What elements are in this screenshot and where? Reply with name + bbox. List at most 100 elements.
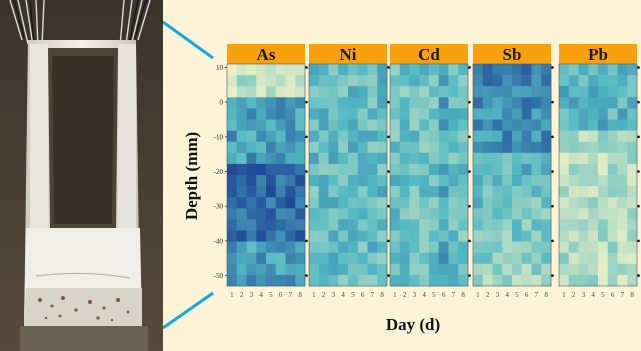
heatmap-cell	[328, 175, 339, 187]
heatmap-cell	[512, 252, 523, 265]
heatmap-cell	[256, 219, 267, 231]
heatmap-cell	[348, 208, 359, 220]
heatmap-cell	[399, 130, 410, 142]
heatmap-cell	[578, 119, 589, 131]
heatmap-cell	[541, 64, 552, 76]
heatmap-cell	[227, 274, 238, 287]
heatmap-cell	[390, 230, 401, 242]
x-tick-label: 3	[413, 291, 417, 299]
heatmap-cell	[531, 152, 542, 165]
heatmap-cell	[512, 208, 523, 220]
heatmap-cell	[482, 230, 493, 242]
heatmap-cell	[568, 119, 579, 131]
heatmap-cell	[448, 141, 459, 154]
heatmap-cell	[568, 230, 579, 242]
heatmap-cell	[578, 86, 589, 98]
heatmap-cell	[246, 186, 257, 198]
heatmap-cell	[438, 186, 449, 198]
heatmap-cell	[627, 75, 638, 87]
heatmap-cell	[348, 119, 359, 131]
heatmap-cell	[541, 197, 552, 209]
heatmap-cell	[429, 141, 440, 154]
heatmap-cell	[285, 219, 296, 231]
heatmap-cell	[399, 175, 410, 187]
heatmap-cell	[531, 208, 542, 220]
heatmap-cell	[473, 75, 484, 87]
heatmap-cell	[256, 241, 267, 253]
heatmap-cell	[482, 141, 493, 154]
heatmap-cell	[521, 197, 532, 209]
heatmap-cell	[531, 163, 542, 176]
heatmap-cell	[559, 219, 570, 231]
heatmap-cell	[227, 152, 238, 165]
heatmap-cell	[266, 163, 277, 176]
heatmap-cell	[275, 130, 286, 142]
heatmap-cell	[458, 241, 469, 253]
heatmap-cell	[617, 274, 628, 287]
heatmap-cell	[438, 163, 449, 176]
heatmap-cell	[482, 108, 493, 120]
heatmap-cell	[309, 108, 320, 120]
heatmap-cell	[357, 75, 368, 87]
heatmap-cell	[438, 252, 449, 265]
heatmap-cell	[588, 219, 599, 231]
x-tick-label: 5	[351, 291, 355, 299]
heatmap-cell	[338, 108, 349, 120]
y-tick-label: -10	[214, 133, 224, 141]
heatmap-cell	[227, 119, 238, 131]
heatmap-cell	[285, 108, 296, 120]
heatmap-cell	[559, 64, 570, 76]
heatmap-cell	[256, 86, 267, 98]
heatmap-cell	[377, 197, 388, 209]
heatmap-cell	[285, 197, 296, 209]
panel-title: As	[257, 45, 276, 64]
x-tick-label: 7	[289, 291, 293, 299]
heatmap-cell	[617, 119, 628, 131]
heatmap-cell	[399, 86, 410, 98]
heatmap-cell	[246, 263, 257, 276]
heatmap-cell	[492, 230, 503, 242]
heatmap-cell	[627, 208, 638, 220]
heatmap-cell	[429, 186, 440, 198]
heatmap-cell	[266, 97, 277, 109]
panel-title: Ni	[340, 45, 357, 64]
heatmap-cell	[367, 108, 378, 120]
heatmap-cell	[568, 108, 579, 120]
heatmap-cell	[419, 119, 430, 131]
heatmap-cell	[588, 186, 599, 198]
heatmap-cell	[328, 119, 339, 131]
panel-tick-dot	[468, 239, 471, 243]
heatmap-cell	[578, 208, 589, 220]
heatmap-cell	[617, 230, 628, 242]
heatmap-cell	[285, 64, 296, 76]
heatmap-cell	[578, 274, 589, 287]
heatmap-cell	[502, 274, 513, 287]
x-tick-label: 5	[432, 291, 436, 299]
heatmap-cell	[390, 241, 401, 253]
heatmap-cell	[617, 97, 628, 109]
panel-title: Pb	[588, 45, 608, 64]
heatmap-cell	[448, 252, 459, 265]
heatmap-cell	[473, 130, 484, 142]
heatmap-cell	[246, 208, 257, 220]
heatmap-cell	[275, 64, 286, 76]
heatmap-cell	[246, 64, 257, 76]
heatmap-cell	[607, 208, 618, 220]
heatmap-cell	[227, 230, 238, 242]
heatmap-cell	[541, 163, 552, 176]
heatmap-cell	[429, 75, 440, 87]
heatmap-cell	[256, 175, 267, 187]
heatmap-cell	[399, 230, 410, 242]
heatmap-cell	[295, 130, 306, 142]
heatmap-cell	[256, 108, 267, 120]
heatmap-cell	[285, 186, 296, 198]
heatmap-cell	[578, 252, 589, 265]
heatmap-cell	[246, 175, 257, 187]
x-tick-label: 3	[332, 291, 336, 299]
heatmap-cell	[399, 241, 410, 253]
heatmap-cell	[541, 75, 552, 87]
heatmap-cell	[377, 141, 388, 154]
heatmap-cell	[419, 197, 430, 209]
heatmap-cell	[521, 141, 532, 154]
heatmap-cell	[309, 152, 320, 165]
